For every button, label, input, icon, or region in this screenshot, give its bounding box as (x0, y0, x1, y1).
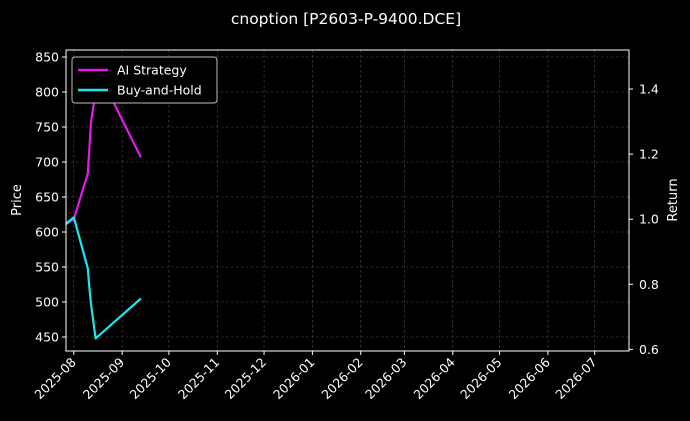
y-tick-label: 800 (35, 85, 59, 100)
y2-axis-label: Return (666, 178, 681, 221)
y2-tick-label: 0.6 (639, 342, 659, 357)
legend-box (71, 56, 218, 104)
y2-tick-label: 1.2 (639, 147, 659, 162)
y-tick-label: 450 (35, 330, 59, 345)
chart-title: cnoption [P2603-P-9400.DCE] (231, 10, 461, 28)
y-tick-label: 600 (35, 225, 59, 240)
legend-label-ai-strategy: AI Strategy (117, 63, 187, 78)
y-tick-label: 700 (35, 155, 59, 170)
y-tick-label: 650 (35, 190, 59, 205)
plot-frame (65, 49, 630, 352)
y-tick-label: 500 (35, 295, 59, 310)
y-tick-label: 850 (35, 50, 59, 65)
legend: AI Strategy Buy-and-Hold (71, 56, 218, 104)
legend-label-buy-and-hold: Buy-and-Hold (117, 83, 202, 98)
y2-tick-label: 1.4 (639, 82, 659, 97)
y-tick-label: 750 (35, 120, 59, 135)
y-tick-label: 550 (35, 260, 59, 275)
series-line-buy-and-hold (65, 216, 142, 340)
y-axis-label: Price (10, 184, 25, 216)
y2-tick-label: 0.8 (639, 277, 659, 292)
y2-tick-label: 1.0 (639, 212, 659, 227)
